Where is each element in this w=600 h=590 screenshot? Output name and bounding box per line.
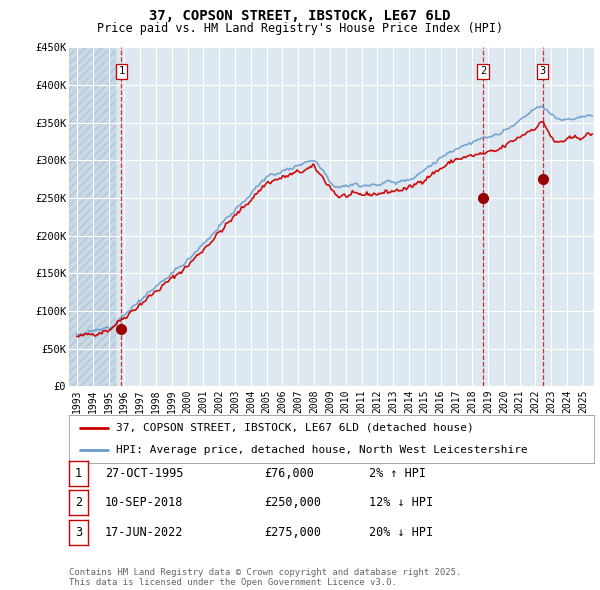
Text: 1: 1	[118, 66, 125, 76]
Text: HPI: Average price, detached house, North West Leicestershire: HPI: Average price, detached house, Nort…	[116, 445, 528, 455]
Text: 1: 1	[75, 467, 82, 480]
Text: 2% ↑ HPI: 2% ↑ HPI	[369, 467, 426, 480]
Text: 17-JUN-2022: 17-JUN-2022	[105, 526, 184, 539]
Text: £76,000: £76,000	[264, 467, 314, 480]
Text: 37, COPSON STREET, IBSTOCK, LE67 6LD: 37, COPSON STREET, IBSTOCK, LE67 6LD	[149, 9, 451, 23]
Text: 2: 2	[75, 496, 82, 509]
Text: 10-SEP-2018: 10-SEP-2018	[105, 496, 184, 509]
Text: 2: 2	[480, 66, 486, 76]
Text: Price paid vs. HM Land Registry's House Price Index (HPI): Price paid vs. HM Land Registry's House …	[97, 22, 503, 35]
Text: 20% ↓ HPI: 20% ↓ HPI	[369, 526, 433, 539]
Text: £250,000: £250,000	[264, 496, 321, 509]
Text: 27-OCT-1995: 27-OCT-1995	[105, 467, 184, 480]
Text: 37, COPSON STREET, IBSTOCK, LE67 6LD (detached house): 37, COPSON STREET, IBSTOCK, LE67 6LD (de…	[116, 423, 474, 433]
Text: 12% ↓ HPI: 12% ↓ HPI	[369, 496, 433, 509]
Text: 3: 3	[539, 66, 546, 76]
Text: Contains HM Land Registry data © Crown copyright and database right 2025.
This d: Contains HM Land Registry data © Crown c…	[69, 568, 461, 587]
Text: £275,000: £275,000	[264, 526, 321, 539]
Text: 3: 3	[75, 526, 82, 539]
